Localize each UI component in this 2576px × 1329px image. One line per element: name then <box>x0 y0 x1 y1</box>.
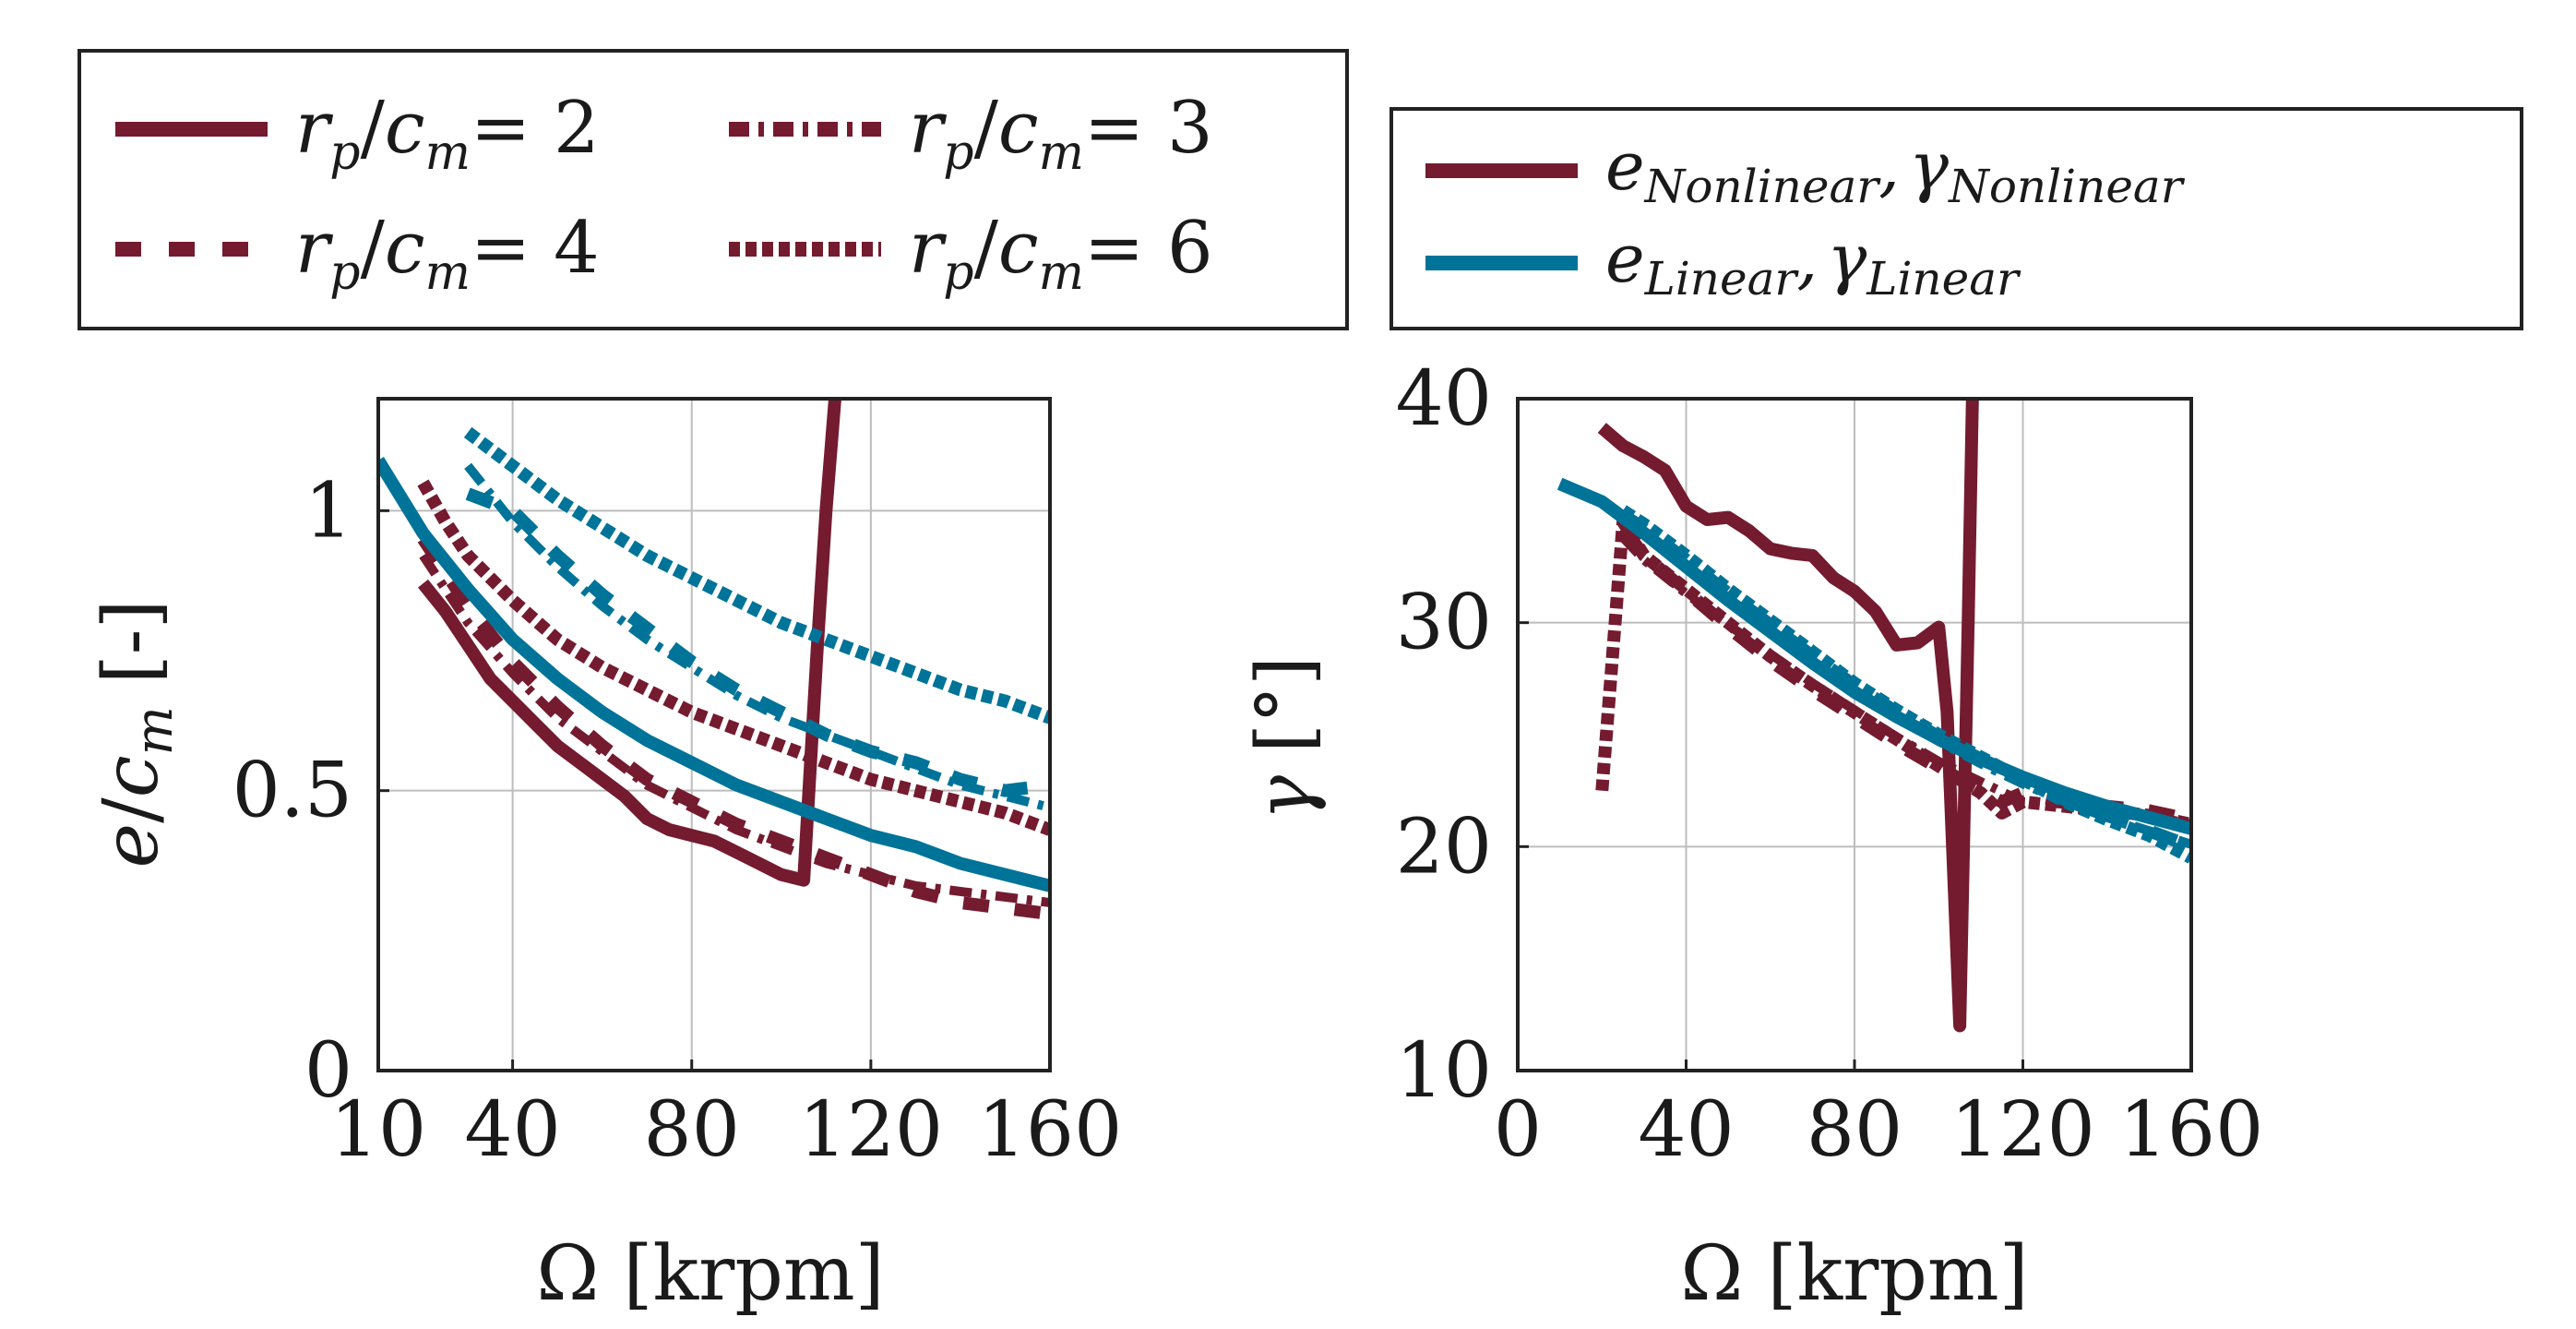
legend-left: rp/cm= 2 rp/cm= 3 rp/cm= 4 rp/cm= 6 <box>78 49 1349 330</box>
chart-eccentricity-x-label: Ω [krpm] <box>536 1230 884 1318</box>
y-tick-label: 20 <box>1396 803 1492 891</box>
chart-attitude-angle-y-ticks: 10 20 30 40 <box>1396 355 1529 1115</box>
chart-eccentricity: 10 40 80 120 160 00.51 Ω [krpm] e/cm[-] <box>88 397 1122 1318</box>
legend-right-frame <box>1389 107 2523 330</box>
legend-left-label-rp4: rp/cm= 4 <box>295 207 600 301</box>
x-tick-label: 0 <box>1494 1086 1542 1174</box>
legend-right: eNonlinear, γNonlinear eLinear, γLinear <box>1389 107 2523 330</box>
legend-right-label-linear: eLinear, γLinear <box>1605 220 2021 305</box>
chart-eccentricity-x-ticks: 10 40 80 120 160 <box>330 1060 1122 1174</box>
x-tick-label: 80 <box>644 1086 740 1174</box>
series-line-nonlinear-solid <box>1597 399 1979 1033</box>
chart-attitude-angle-series <box>1556 399 2191 1033</box>
legend-right-label-nonlinear: eNonlinear, γNonlinear <box>1605 127 2186 213</box>
y-tick-label: 10 <box>1396 1027 1492 1115</box>
series-line-linear-dashed <box>465 487 1050 797</box>
y-tick-label: 30 <box>1396 580 1492 667</box>
legend-left-label-rp6: rp/cm= 6 <box>909 207 1213 301</box>
series-line-linear-dotted <box>1619 505 2191 864</box>
x-tick-label: 120 <box>1950 1086 2095 1174</box>
x-tick-label: 40 <box>464 1086 560 1174</box>
series-group <box>378 399 1050 921</box>
chart-attitude-angle-grid <box>1517 398 2192 1072</box>
series-line-nonlinear-dashed <box>417 534 1050 921</box>
x-tick-label: 120 <box>799 1086 944 1174</box>
series-group <box>1556 399 2191 1033</box>
legend-left-label-rp2: rp/cm= 2 <box>295 87 600 181</box>
chart-eccentricity-frame <box>376 397 1052 1072</box>
y-tick-label: 1 <box>304 467 352 555</box>
series-line-linear-dotted <box>463 426 1050 724</box>
series-line-nonlinear-solid <box>418 399 841 887</box>
series-line-linear-solid <box>378 457 1050 892</box>
y-tick-label: 0 <box>304 1027 352 1115</box>
chart-attitude-angle-y-label: γ[°] <box>1241 656 1329 820</box>
legend-left-frame <box>78 49 1349 330</box>
chart-attitude-angle-x-ticks: 0 40 80 120 160 <box>1494 1060 2263 1174</box>
x-tick-label: 40 <box>1638 1086 1734 1174</box>
chart-eccentricity-y-ticks: 00.51 <box>233 467 389 1115</box>
chart-attitude-angle: 0 40 80 120 160 10 20 30 40 Ω [krpm] γ[°] <box>1241 355 2263 1318</box>
series-line-linear-dashed <box>1619 509 2191 853</box>
y-tick-label: 40 <box>1396 355 1492 443</box>
x-tick-label: 160 <box>2119 1086 2264 1174</box>
chart-eccentricity-series <box>378 399 1050 921</box>
legend-left-label-rp3: rp/cm= 3 <box>909 87 1213 181</box>
y-tick-label: 0.5 <box>233 748 352 835</box>
series-line-nonlinear-dotted <box>417 479 1050 836</box>
series-line-nonlinear-dashdot <box>419 553 1050 907</box>
x-tick-label: 160 <box>978 1086 1123 1174</box>
chart-attitude-angle-x-label: Ω [krpm] <box>1680 1230 2028 1318</box>
chart-eccentricity-y-label: e/cm[-] <box>88 600 185 868</box>
x-tick-label: 80 <box>1807 1086 1902 1174</box>
x-tick-label: 10 <box>330 1086 426 1174</box>
